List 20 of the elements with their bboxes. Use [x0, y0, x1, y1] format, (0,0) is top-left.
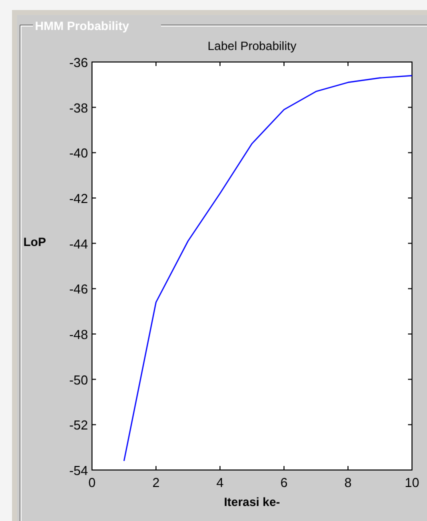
x-axis-title: Iterasi ke-: [224, 495, 280, 509]
x-tick-label: 10: [404, 475, 420, 490]
chart-title: Label Probability: [208, 39, 296, 53]
y-tick-label: -52: [69, 418, 88, 433]
x-tick-label: 4: [216, 475, 224, 490]
y-tick-label: -44: [69, 236, 88, 252]
y-tick-label: -50: [69, 372, 88, 388]
y-axis-title: LoP: [23, 235, 46, 249]
x-tick-label: 6: [280, 475, 288, 490]
y-tick-label: -36: [69, 55, 88, 70]
y-tick-label: -42: [69, 191, 88, 206]
y-tick-label: -46: [69, 282, 88, 297]
y-tick-label: -54: [69, 463, 88, 478]
x-tick-label: 0: [88, 475, 96, 490]
y-tick-label: -40: [69, 146, 88, 161]
y-tick-label: -38: [69, 100, 88, 116]
y-tick-label: -48: [69, 327, 88, 342]
x-tick-label: 2: [152, 475, 160, 490]
x-tick-label: 8: [344, 475, 352, 490]
line-series: [123, 75, 413, 462]
